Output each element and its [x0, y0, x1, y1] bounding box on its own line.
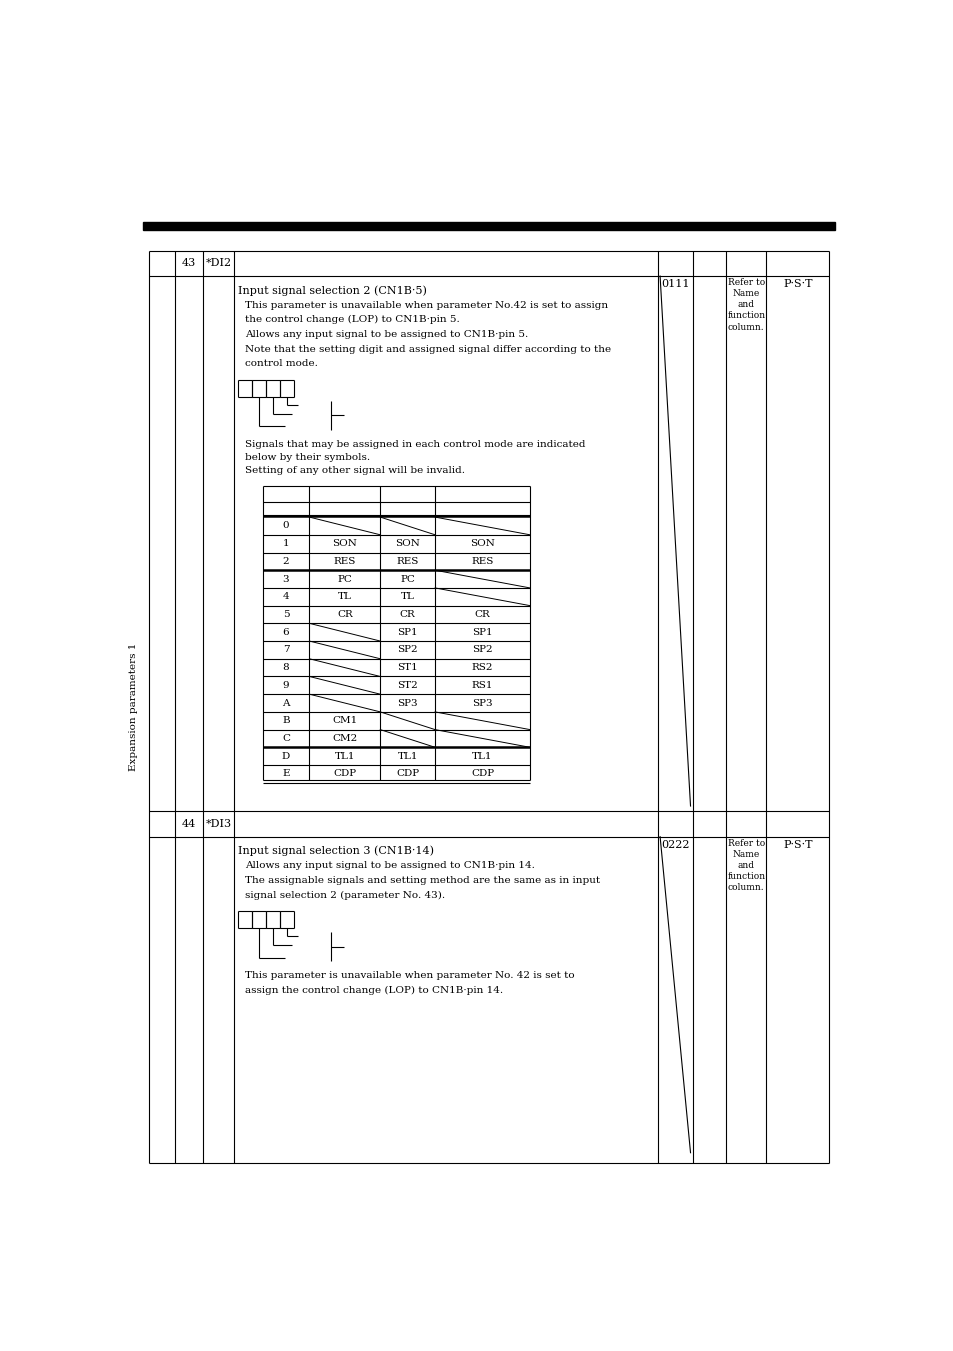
Text: PC: PC [400, 574, 415, 584]
Text: 0: 0 [282, 521, 289, 531]
Text: 7: 7 [282, 646, 289, 654]
Text: C: C [282, 734, 290, 743]
Text: 3: 3 [282, 574, 289, 584]
Text: CM2: CM2 [332, 734, 357, 743]
Text: RES: RES [334, 557, 355, 566]
Text: 5: 5 [282, 611, 289, 619]
Text: SP2: SP2 [472, 646, 493, 654]
Text: D: D [281, 751, 290, 761]
Text: SP1: SP1 [397, 628, 417, 636]
Text: signal selection 2 (parameter No. 43).: signal selection 2 (parameter No. 43). [245, 890, 445, 900]
Text: B: B [282, 716, 290, 725]
Text: Allows any input signal to be assigned to CN1B·pin 5.: Allows any input signal to be assigned t… [245, 330, 528, 339]
Text: 6: 6 [282, 628, 289, 636]
Text: CR: CR [475, 611, 490, 619]
Text: TL: TL [400, 592, 415, 601]
Text: TL1: TL1 [472, 751, 493, 761]
Text: A: A [282, 698, 290, 708]
Text: The assignable signals and setting method are the same as in input: The assignable signals and setting metho… [245, 875, 599, 885]
Text: SP1: SP1 [472, 628, 493, 636]
Text: 9: 9 [282, 681, 289, 690]
Text: TL1: TL1 [397, 751, 417, 761]
Text: CDP: CDP [395, 769, 418, 778]
Text: *DI3: *DI3 [205, 819, 232, 830]
Text: RES: RES [471, 557, 494, 566]
Text: P·S·T: P·S·T [782, 840, 812, 850]
Text: assign the control change (LOP) to CN1B·pin 14.: assign the control change (LOP) to CN1B·… [245, 986, 502, 996]
Text: SON: SON [470, 539, 495, 549]
Text: CR: CR [336, 611, 353, 619]
Text: RS2: RS2 [472, 663, 493, 673]
Text: Note that the setting digit and assigned signal differ according to the: Note that the setting digit and assigned… [245, 345, 611, 354]
Text: CM1: CM1 [332, 716, 357, 725]
Text: This parameter is unavailable when parameter No. 42 is set to: This parameter is unavailable when param… [245, 971, 574, 981]
Text: CR: CR [399, 611, 416, 619]
Text: control mode.: control mode. [245, 359, 317, 369]
Text: SP2: SP2 [397, 646, 417, 654]
Text: Expansion parameters 1: Expansion parameters 1 [129, 643, 137, 771]
Text: 0111: 0111 [660, 280, 689, 289]
Text: *DI2: *DI2 [205, 258, 232, 269]
Text: ST2: ST2 [396, 681, 417, 690]
Text: SP3: SP3 [472, 698, 493, 708]
Text: TL1: TL1 [335, 751, 355, 761]
Text: Allows any input signal to be assigned to CN1B·pin 14.: Allows any input signal to be assigned t… [245, 862, 535, 870]
Text: Signals that may be assigned in each control mode are indicated: Signals that may be assigned in each con… [245, 440, 585, 449]
Text: 43: 43 [182, 258, 196, 269]
Text: TL: TL [337, 592, 352, 601]
Text: RS1: RS1 [472, 681, 493, 690]
Text: 0222: 0222 [660, 840, 689, 850]
Text: Refer to
Name
and
function
column.: Refer to Name and function column. [726, 278, 764, 331]
Text: Input signal selection 2 (CN1B·5): Input signal selection 2 (CN1B·5) [237, 285, 426, 296]
Text: P·S·T: P·S·T [782, 280, 812, 289]
Text: RES: RES [396, 557, 418, 566]
Text: 44: 44 [182, 819, 196, 830]
Text: 1: 1 [282, 539, 289, 549]
Text: Input signal selection 3 (CN1B·14): Input signal selection 3 (CN1B·14) [237, 846, 434, 857]
Text: below by their symbols.: below by their symbols. [245, 453, 370, 462]
Text: Setting of any other signal will be invalid.: Setting of any other signal will be inva… [245, 466, 464, 476]
Text: the control change (LOP) to CN1B·pin 5.: the control change (LOP) to CN1B·pin 5. [245, 315, 459, 324]
Text: Refer to
Name
and
function
column.: Refer to Name and function column. [726, 839, 764, 892]
Text: SON: SON [332, 539, 357, 549]
Text: 4: 4 [282, 592, 289, 601]
Text: SP3: SP3 [397, 698, 417, 708]
Text: PC: PC [337, 574, 352, 584]
Bar [143, 222, 834, 230]
Text: 8: 8 [282, 663, 289, 673]
Text: 2: 2 [282, 557, 289, 566]
Text: This parameter is unavailable when parameter No.42 is set to assign: This parameter is unavailable when param… [245, 301, 607, 309]
Text: CDP: CDP [333, 769, 356, 778]
Text: E: E [282, 769, 290, 778]
Text: CDP: CDP [471, 769, 494, 778]
Text: ST1: ST1 [396, 663, 417, 673]
Text: SON: SON [395, 539, 419, 549]
